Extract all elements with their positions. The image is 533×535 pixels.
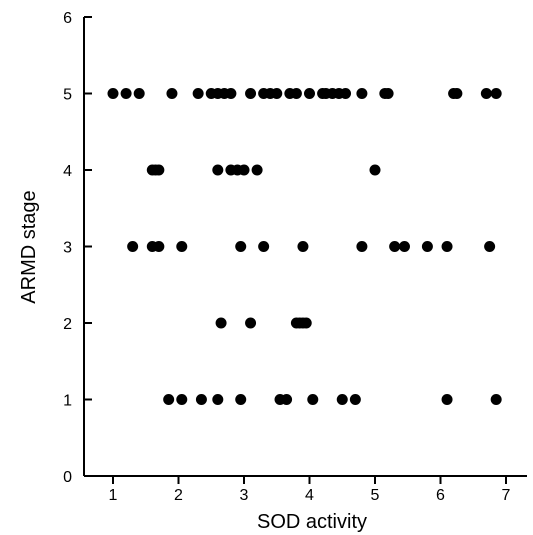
y-tick-label: 2 [63,316,72,333]
y-tick-label: 4 [63,163,72,180]
data-point [192,88,204,99]
data-point [480,88,492,99]
data-point [281,394,293,405]
data-point [245,317,257,329]
x-tick-label: 2 [174,487,183,504]
x-tick-label: 5 [371,487,380,504]
y-tick-label: 5 [63,87,72,104]
data-point [133,88,145,99]
data-point [297,241,309,252]
data-point [225,88,237,99]
data-point [176,394,188,405]
data-point [356,88,368,99]
data-point [235,241,247,252]
data-point [441,241,453,252]
data-point [398,241,410,252]
data-point [258,241,270,252]
data-point [120,88,132,99]
data-point [215,317,227,329]
data-point [212,164,224,176]
data-point [356,241,368,252]
x-tick-label: 7 [502,487,511,504]
data-points [107,88,502,405]
x-tick-label: 1 [109,487,118,504]
data-point [304,88,315,99]
x-axis-title: SOD activity [257,511,367,533]
x-tick-label: 4 [305,487,314,504]
data-point [349,394,361,405]
data-point [441,394,453,405]
data-point [153,241,165,252]
data-point [307,394,319,405]
y-tick-label: 3 [63,240,72,257]
data-point [490,88,502,99]
data-point [163,394,175,405]
data-point [107,88,119,99]
data-point [490,394,502,405]
x-tick-label: 3 [240,487,249,504]
x-tick-label: 6 [436,487,445,504]
data-point [389,241,401,252]
y-axis-title: ARMD stage [18,190,40,303]
data-point [290,88,302,99]
data-point [336,394,348,405]
data-point [245,88,257,99]
data-point [251,164,263,176]
data-point [235,394,247,405]
data-point [127,241,139,252]
data-point [369,164,381,176]
y-tick-label: 6 [63,10,72,27]
data-point [212,394,224,405]
data-point [238,164,250,176]
data-point [484,241,496,252]
y-tick-label: 0 [63,469,72,486]
data-point [300,317,312,329]
data-point [340,88,352,99]
data-point [153,164,165,176]
data-point [382,88,394,99]
y-tick-label: 1 [63,393,72,410]
data-point [271,88,283,99]
data-point [421,241,433,252]
data-point [195,394,207,405]
data-point [176,241,188,252]
data-point [451,88,463,99]
ticks: 1 2 3 4 5 6 7 0 1 2 3 4 5 6 [63,10,510,504]
data-point [166,88,178,99]
